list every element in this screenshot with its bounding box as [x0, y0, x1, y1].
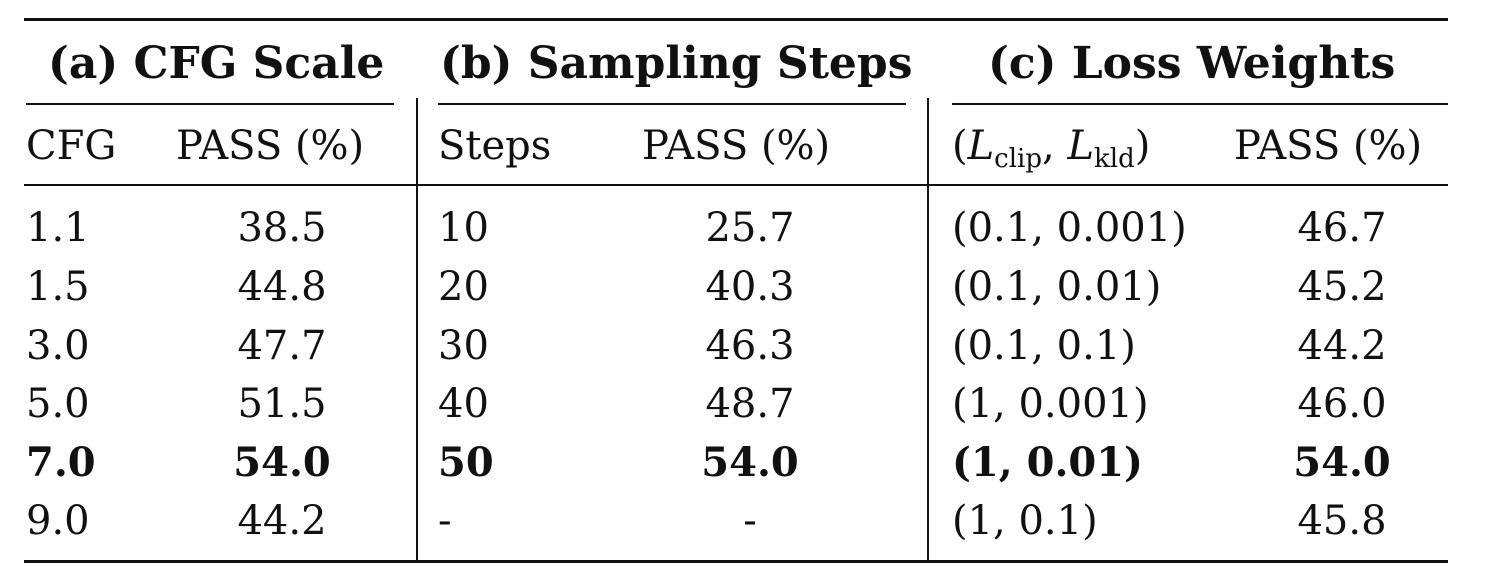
cell-cfg: 1.1 [26, 205, 90, 251]
bottom-rule [24, 560, 1448, 563]
cell-cfg: 5.0 [26, 381, 90, 427]
cell-pass-a: 54.0 [233, 439, 331, 486]
cell-pass-b: 48.7 [705, 381, 795, 427]
cell-loss: (1, 0.1) [952, 498, 1098, 544]
col-pass-b-header: PASS (%) [642, 123, 831, 169]
cell-pass-c: 44.2 [1297, 323, 1387, 369]
cell-loss: (1, 0.01) [952, 439, 1143, 486]
section-a-title: (a) CFG Scale [48, 38, 385, 89]
cell-pass-b: 25.7 [705, 205, 795, 251]
loss-header-sub-kld: kld [1094, 144, 1135, 174]
loss-header-sub-clip: clip [994, 144, 1043, 174]
cell-cfg: 7.0 [26, 439, 96, 486]
section-b-title-rule [438, 103, 906, 105]
divider-a-b [416, 98, 418, 562]
header-rule [24, 184, 1448, 186]
cell-steps: 10 [438, 205, 489, 251]
loss-header-sep: , [1042, 123, 1068, 169]
cell-pass-c: 46.7 [1297, 205, 1387, 251]
section-a-title-rule [26, 103, 394, 105]
section-c-title-rule [952, 103, 1448, 105]
section-c-title: (c) Loss Weights [988, 38, 1396, 89]
cell-pass-b: 46.3 [705, 323, 795, 369]
cell-pass-a: 44.8 [237, 264, 327, 310]
cell-loss: (1, 0.001) [952, 381, 1149, 427]
cell-pass-b: 40.3 [705, 264, 795, 310]
divider-b-c [927, 98, 929, 562]
section-b-title: (b) Sampling Steps [440, 38, 913, 89]
loss-header-close: ) [1134, 123, 1151, 169]
cell-loss: (0.1, 0.001) [952, 205, 1187, 251]
cell-cfg: 9.0 [26, 498, 90, 544]
col-loss-header: (Lclip, Lkld) [952, 126, 1150, 172]
col-cfg-header: CFG [26, 123, 117, 169]
cell-pass-c: 46.0 [1297, 381, 1387, 427]
cell-loss: (0.1, 0.1) [952, 323, 1136, 369]
loss-header-open: ( [952, 123, 968, 169]
cell-steps: 50 [438, 439, 494, 486]
cell-pass-c: 54.0 [1293, 439, 1391, 486]
cell-pass-a: 44.2 [237, 498, 327, 544]
loss-header-symbol-clip: L [967, 123, 995, 169]
loss-header-symbol-kld: L [1067, 123, 1095, 169]
cell-pass-c: 45.2 [1297, 264, 1387, 310]
cell-pass-a: 38.5 [237, 205, 327, 251]
col-pass-a-header: PASS (%) [176, 123, 365, 169]
cell-steps: 20 [438, 264, 489, 310]
cell-steps: - [438, 498, 452, 544]
cell-steps: 30 [438, 323, 489, 369]
cell-cfg: 3.0 [26, 323, 90, 369]
cell-pass-c: 45.8 [1297, 498, 1387, 544]
col-steps-header: Steps [438, 123, 552, 169]
cell-pass-a: 51.5 [237, 381, 327, 427]
cell-pass-a: 47.7 [237, 323, 327, 369]
cell-steps: 40 [438, 381, 489, 427]
cell-loss: (0.1, 0.01) [952, 264, 1162, 310]
cell-cfg: 1.5 [26, 264, 90, 310]
cell-pass-b: 54.0 [701, 439, 799, 486]
col-pass-c-header: PASS (%) [1234, 123, 1423, 169]
top-rule [24, 18, 1448, 21]
cell-pass-b: - [743, 498, 757, 544]
